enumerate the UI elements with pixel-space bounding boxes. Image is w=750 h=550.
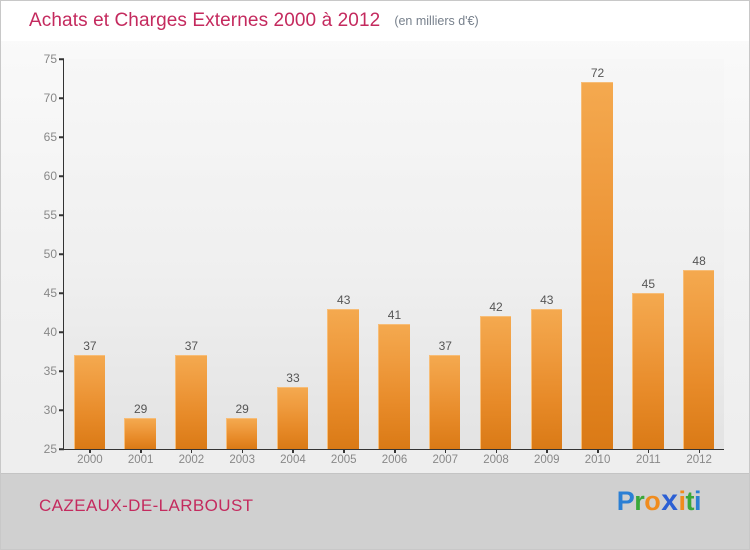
y-axis-tick — [59, 58, 64, 60]
bar-2001[interactable]: 29 2001 — [124, 402, 156, 466]
bar-2000[interactable]: 37 2000 — [73, 339, 106, 466]
bar-value-label: 72 — [590, 66, 605, 81]
logo-letter-p: P — [616, 486, 635, 516]
logo-letter-x: x — [661, 484, 678, 517]
x-axis-label-2002: 2002 — [178, 454, 205, 466]
y-axis-label: 70 — [43, 91, 57, 105]
y-axis-tick — [59, 136, 64, 138]
x-axis-tick — [190, 449, 193, 453]
x-axis-tick — [343, 449, 345, 453]
bar-2002[interactable]: 37 2002 — [175, 339, 207, 466]
logo-letter-i2: i — [693, 486, 702, 516]
x-axis-label-2011: 2011 — [635, 454, 661, 466]
page-title: Achats et Charges Externes 2000 à 2012 — [29, 10, 381, 31]
y-axis-label: 30 — [43, 403, 57, 417]
x-axis-tick — [698, 449, 701, 453]
bar-value-label: 48 — [692, 253, 706, 268]
x-axis-tick — [647, 449, 650, 453]
y-axis-tick — [59, 292, 64, 294]
x-axis-tick — [89, 449, 91, 453]
x-axis-label-2004: 2004 — [280, 454, 306, 466]
y-axis-label: 75 — [43, 52, 57, 66]
y-axis-tick — [59, 253, 64, 255]
x-axis-tick — [495, 449, 498, 453]
y-axis-label: 55 — [43, 208, 57, 222]
x-axis-label-2000: 2000 — [77, 454, 103, 466]
commune-name: CAZEAUX-DE-LARBOUST — [39, 496, 254, 515]
y-axis-label: 60 — [43, 169, 57, 183]
y-axis-tick — [59, 448, 64, 450]
bar-2011[interactable]: 45 2011 — [632, 277, 664, 466]
bar-value-label: 29 — [133, 401, 148, 416]
x-axis-tick — [546, 449, 548, 453]
logo-letter-r: r — [634, 486, 645, 516]
y-axis-tick — [59, 97, 64, 99]
y-axis-tick — [59, 214, 64, 216]
x-axis-tick — [241, 449, 244, 453]
bar-value-label: 37 — [438, 339, 452, 354]
x-axis-tick — [394, 449, 396, 453]
bar-value-label: 29 — [235, 401, 249, 416]
plot-wrapper: 25 30 35 40 45 50 55 60 65 70 75 37 2000 29 2001 37 2002… — [1, 41, 749, 473]
bar-value-label: 43 — [337, 292, 351, 307]
x-axis-label-2009: 2009 — [534, 454, 560, 466]
x-axis-label-2010: 2010 — [584, 454, 611, 466]
bar-2005[interactable]: 43 2005 — [327, 293, 359, 466]
x-axis-tick — [444, 449, 447, 453]
x-axis-tick — [597, 449, 599, 453]
bar-value-label: 43 — [540, 292, 554, 307]
y-axis-tick — [59, 370, 64, 372]
bar-2010[interactable]: 72 2010 — [581, 66, 613, 466]
y-axis-label: 45 — [43, 286, 57, 300]
x-axis-label-2012: 2012 — [686, 454, 712, 466]
bar-2004[interactable]: 33 2004 — [276, 371, 309, 466]
bar-2007[interactable]: 37 2007 — [429, 339, 461, 466]
chart-units-subtitle: (en milliers d'€) — [394, 14, 479, 28]
bar-value-label: 37 — [184, 339, 199, 354]
x-axis-label-2007: 2007 — [432, 454, 459, 466]
x-axis-label-2006: 2006 — [381, 454, 408, 466]
bar-value-label: 45 — [641, 277, 655, 291]
bar-value-label: 41 — [387, 308, 402, 323]
logo-letter-t: t — [685, 486, 694, 516]
y-axis-label: 35 — [43, 364, 57, 378]
y-axis-label: 25 — [43, 442, 57, 456]
y-axis-tick — [59, 175, 64, 177]
x-axis-label-2005: 2005 — [330, 454, 357, 466]
bar-2006[interactable]: 41 2006 — [378, 308, 410, 466]
chart-header: Achats et Charges Externes 2000 à 2012 (… — [1, 1, 749, 41]
x-axis-tick — [292, 449, 294, 453]
y-axis-label: 40 — [43, 325, 57, 339]
y-axis-label: 65 — [43, 130, 57, 144]
y-axis-label: 50 — [43, 247, 57, 261]
bar-value-label: 33 — [286, 370, 300, 385]
bar-2008[interactable]: 42 2008 — [479, 300, 512, 466]
x-axis-label-2008: 2008 — [483, 454, 509, 466]
x-axis-label-2003: 2003 — [229, 454, 255, 466]
bar-chart-plot-area: 25 30 35 40 45 50 55 60 65 70 75 37 2000 29 2001 37 2002… — [44, 52, 724, 466]
x-axis-label-2001: 2001 — [127, 454, 154, 466]
x-axis-tick — [140, 449, 142, 453]
logo-letter-i1: i — [678, 486, 686, 516]
bar-value-label: 37 — [83, 339, 97, 354]
proxiti-logo[interactable]: P r o x i t i — [616, 484, 702, 517]
chart-footer: CAZEAUX-DE-LARBOUST P r o x i t i — [1, 473, 749, 549]
logo-letter-o: o — [644, 486, 661, 516]
bar-2012[interactable]: 48 2012 — [682, 254, 715, 466]
bar-2003[interactable]: 29 2003 — [225, 402, 258, 466]
y-axis-tick — [59, 409, 64, 411]
bar-2009[interactable]: 43 2009 — [530, 293, 563, 466]
y-axis-tick — [59, 331, 64, 333]
bar-value-label: 42 — [489, 300, 503, 315]
